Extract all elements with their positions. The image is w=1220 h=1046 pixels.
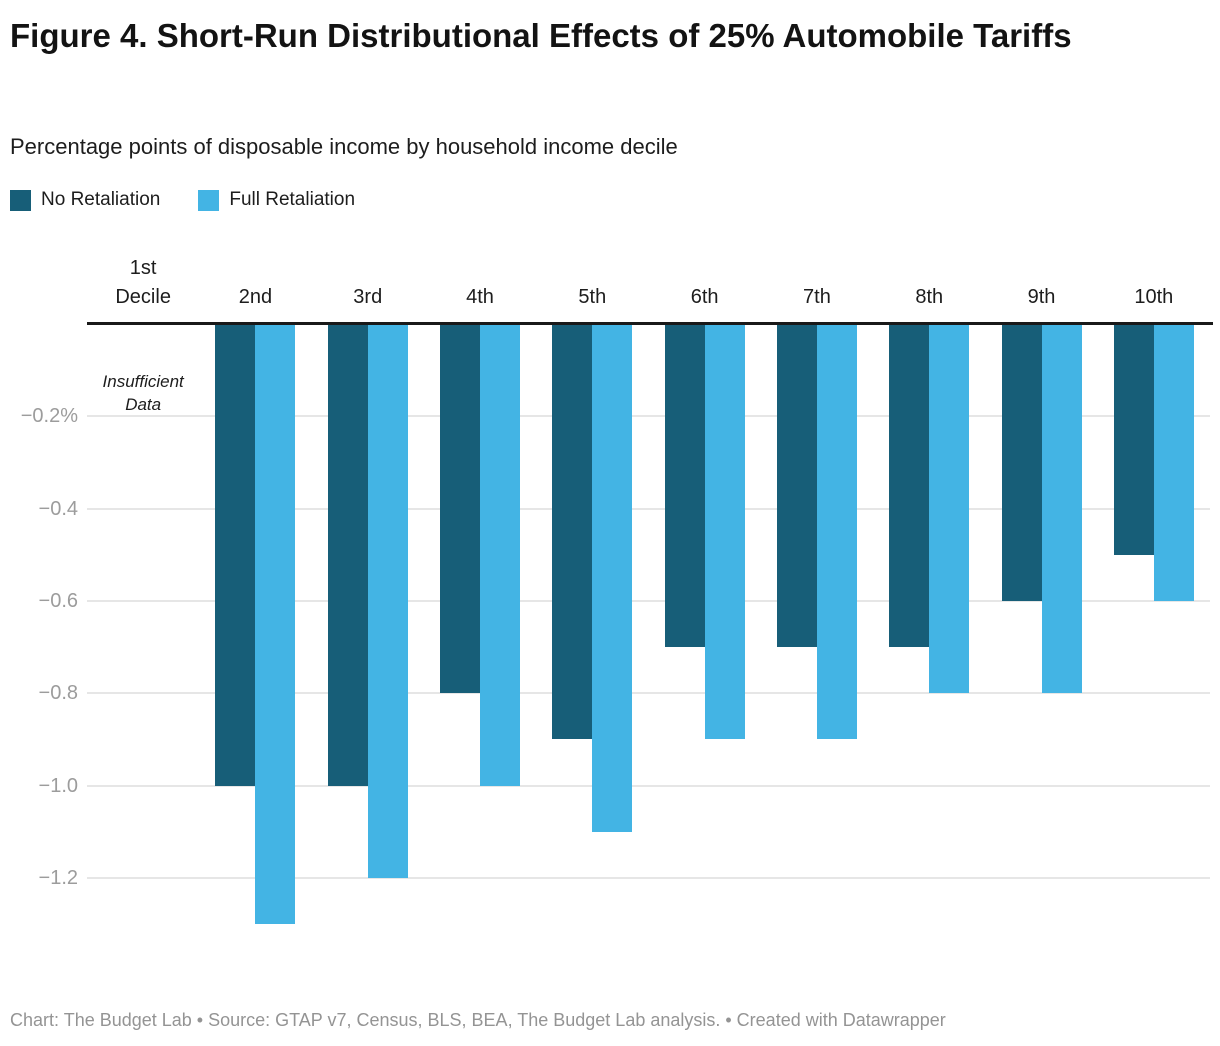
- y-axis-tick-label: −1.2: [38, 866, 78, 889]
- bar-full-retaliation: [929, 324, 970, 694]
- bar-no-retaliation: [776, 324, 817, 648]
- x-axis-baseline: [87, 322, 1213, 325]
- gridline: [87, 784, 1210, 787]
- gridline: [87, 692, 1210, 695]
- bar-full-retaliation: [1041, 324, 1082, 694]
- y-axis-tick-label: −0.6: [38, 589, 78, 612]
- x-axis-category-label: 4th: [466, 286, 494, 308]
- x-axis-category-label: 8th: [915, 286, 944, 308]
- bar-no-retaliation: [215, 324, 256, 786]
- x-axis-category-label: 2nd: [238, 286, 273, 308]
- bar-no-retaliation: [552, 324, 593, 740]
- legend-swatch-full-retaliation: [198, 189, 220, 211]
- x-axis-category-label: 3rd: [353, 286, 383, 308]
- legend: No Retaliation Full Retaliation: [10, 189, 355, 211]
- x-axis-category-label: 10th: [1134, 286, 1174, 308]
- y-axis-tick-label: −1.0: [38, 774, 78, 797]
- bar-no-retaliation: [1001, 324, 1042, 601]
- legend-item-no-retaliation: No Retaliation: [10, 189, 160, 211]
- legend-item-full-retaliation: Full Retaliation: [198, 189, 355, 211]
- chart-title: Figure 4. Short-Run Distributional Effec…: [10, 17, 1072, 54]
- legend-label: Full Retaliation: [229, 189, 356, 210]
- bar-no-retaliation: [440, 324, 481, 694]
- y-axis-tick-label: −0.2%: [20, 405, 78, 428]
- gridline: [87, 876, 1210, 879]
- x-axis-category-label: 5th: [578, 286, 607, 308]
- bar-no-retaliation: [1113, 324, 1154, 555]
- x-axis-category-label: 9th: [1027, 286, 1056, 308]
- bar-full-retaliation: [255, 324, 296, 924]
- gridline: [87, 507, 1210, 510]
- x-axis-category-label: 6th: [690, 286, 719, 308]
- x-axis-category-label: 7th: [803, 286, 831, 308]
- insufficient-data-note: Insufficient Data: [102, 372, 184, 414]
- bar-full-retaliation: [704, 324, 745, 740]
- bar-no-retaliation: [664, 324, 705, 648]
- legend-swatch-no-retaliation: [10, 189, 31, 211]
- bar-full-retaliation: [1153, 324, 1194, 601]
- plot-area: −0.2% −0.4 −0.6 −0.8 −1.0 −1.2 1st Decile 2nd 3r…: [0, 257, 1220, 984]
- gridline: [87, 415, 1210, 418]
- legend-label: No Retaliation: [41, 189, 161, 210]
- x-axis-category-label: 1st Decile: [115, 257, 171, 308]
- bar-no-retaliation: [327, 324, 368, 786]
- bar-full-retaliation: [367, 324, 408, 878]
- chart-credit: Chart: The Budget Lab • Source: GTAP v7,…: [10, 1010, 946, 1030]
- y-axis-tick-label: −0.4: [38, 497, 78, 520]
- bar-full-retaliation: [592, 324, 633, 832]
- bar-full-retaliation: [816, 324, 857, 740]
- bar-full-retaliation: [480, 324, 521, 786]
- chart-subtitle: Percentage points of disposable income b…: [10, 134, 678, 159]
- bar-no-retaliation: [889, 324, 930, 648]
- gridline: [87, 599, 1210, 602]
- y-axis-tick-label: −0.8: [38, 682, 78, 705]
